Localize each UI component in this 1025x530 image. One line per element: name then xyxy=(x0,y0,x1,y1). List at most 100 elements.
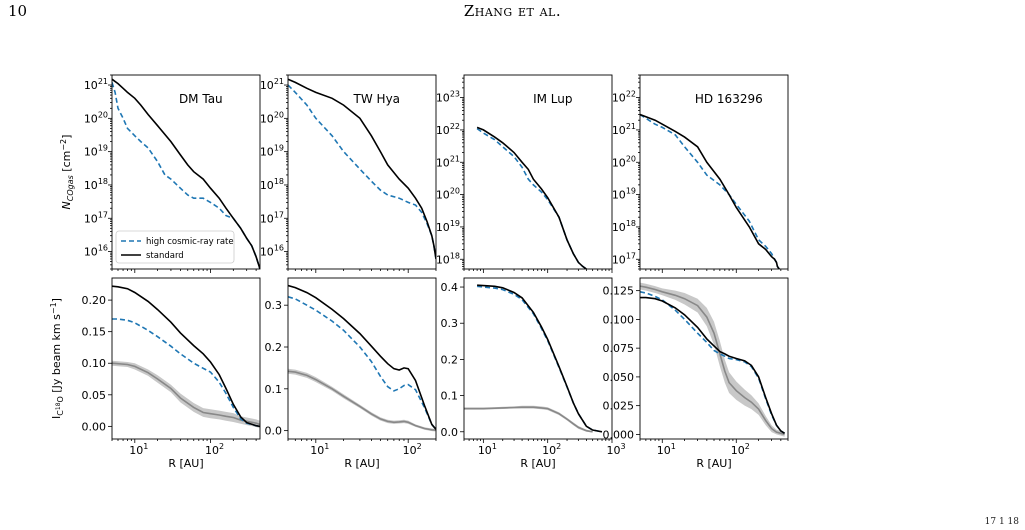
panel-top-0: 1016 1017 1018 1019 1020 1021 DM Tau NCOgas [cm… xyxy=(59,74,261,273)
high-cr-line xyxy=(476,127,587,269)
x-tick-label: 102 xyxy=(205,442,224,457)
x-tick-label: 101 xyxy=(310,442,329,457)
y-tick-label: 1020 xyxy=(84,110,108,125)
x-tick-label: 102 xyxy=(542,442,561,457)
y-tick-label: 1017 xyxy=(612,251,636,266)
y-tick-label: 0.1 xyxy=(441,390,459,403)
x-axis-label: R [AU] xyxy=(696,457,731,470)
y-tick-label: 0.20 xyxy=(82,294,107,307)
plot-area xyxy=(640,113,780,269)
obs-error-band xyxy=(112,360,260,429)
panel-top-2: 1018 1019 1020 1021 1022 1023 IM Lup xyxy=(436,74,613,273)
obs-line xyxy=(640,285,785,436)
y-tick-label: 1018 xyxy=(84,177,108,192)
legend-label-standard: standard xyxy=(146,251,184,261)
legend: high cosmic-ray rate standard xyxy=(115,230,235,264)
high-cr-line xyxy=(288,296,436,430)
y-axis-label-bottom: IC18O [Jy beam km s−1] xyxy=(49,298,65,419)
y-tick-label: 1023 xyxy=(436,90,460,105)
y-tick-label: 1019 xyxy=(260,144,284,159)
x-tick-label: 101 xyxy=(478,442,497,457)
legend-box xyxy=(115,230,235,264)
y-tick-label: 1018 xyxy=(436,251,460,266)
target-label: TW Hya xyxy=(353,92,401,106)
legend-label-high-cr: high cosmic-ray rate xyxy=(146,237,234,247)
obs-error-band xyxy=(464,405,593,433)
target-label: DM Tau xyxy=(179,92,223,106)
y-tick-label: 1021 xyxy=(84,77,108,92)
page-number: 10 xyxy=(8,2,28,20)
x-axis-label: R [AU] xyxy=(168,457,203,470)
target-label: HD 163296 xyxy=(695,92,763,106)
y-tick-label: 0.125 xyxy=(603,285,635,298)
y-tick-label: 0.100 xyxy=(603,313,635,326)
y-tick-label: 0.3 xyxy=(441,317,459,330)
x-tick-label: 101 xyxy=(657,442,676,457)
y-tick-label: 0.000 xyxy=(603,428,635,441)
y-tick-label: 1016 xyxy=(260,244,284,259)
y-tick-label: 0.3 xyxy=(265,299,283,312)
y-tick-label: 0.0 xyxy=(265,425,283,438)
high-cr-line xyxy=(640,113,780,269)
y-axis-label-top: NCOgas [cm−2] xyxy=(59,135,75,210)
high-cr-line xyxy=(288,84,436,260)
high-cr-line xyxy=(112,318,260,428)
obs-line xyxy=(288,370,436,431)
y-tick-label: 1017 xyxy=(260,210,284,225)
y-tick-label: 1021 xyxy=(612,122,636,137)
x-tick-label: 103 xyxy=(606,442,625,457)
plot-area xyxy=(476,126,587,269)
y-tick-label: 0.0 xyxy=(441,426,459,439)
standard-line xyxy=(112,285,260,428)
x-axis-label: R [AU] xyxy=(520,457,555,470)
y-tick-label: 1017 xyxy=(84,210,108,225)
axes-frame xyxy=(463,277,613,440)
plot-area xyxy=(288,78,436,260)
y-tick-label: 0.00 xyxy=(82,420,107,433)
y-tick-label: 0.10 xyxy=(82,357,107,370)
plot-area xyxy=(112,78,260,269)
x-tick-label: 101 xyxy=(129,442,148,457)
standard-line xyxy=(288,284,436,430)
panel-bottom-1: 101 102 R [AU] 0.0 0.1 0.2 0.3 xyxy=(265,277,437,470)
y-tick-label: 0.1 xyxy=(265,383,283,396)
standard-line xyxy=(288,78,436,260)
target-label: IM Lup xyxy=(533,92,572,106)
high-cr-line xyxy=(477,285,603,433)
standard-line xyxy=(112,78,260,269)
y-tick-label: 1020 xyxy=(436,187,460,202)
plot-area xyxy=(464,284,603,433)
y-tick-label: 0.15 xyxy=(82,326,107,339)
standard-line xyxy=(640,296,786,434)
y-tick-label: 0.075 xyxy=(603,342,635,355)
y-tick-label: 0.4 xyxy=(441,281,459,294)
running-header: Zhang et al. xyxy=(463,2,562,20)
plot-area xyxy=(640,282,786,437)
y-tick-label: 0.2 xyxy=(441,353,459,366)
standard-line xyxy=(640,113,780,269)
obs-error-band xyxy=(640,282,785,437)
obs-line xyxy=(464,406,593,433)
caption-fragment: 17 1 18 xyxy=(984,517,1019,527)
y-tick-label: 0.050 xyxy=(603,371,635,384)
plot-area xyxy=(112,285,260,429)
x-tick-label: 102 xyxy=(403,442,422,457)
panel-top-1: 1016 1017 1018 1019 1020 1021 TW Hya xyxy=(260,74,437,273)
standard-line xyxy=(477,284,603,433)
y-tick-label: 1019 xyxy=(436,219,460,234)
x-axis-label: R [AU] xyxy=(344,457,379,470)
panel-top-3: 1017 1018 1019 1020 1021 1022 HD 163296 xyxy=(612,74,789,273)
y-tick-label: 1019 xyxy=(612,187,636,202)
axes-frame xyxy=(111,277,261,440)
y-tick-label: 1020 xyxy=(612,154,636,169)
axes-frame xyxy=(287,74,437,270)
standard-line xyxy=(476,126,587,269)
y-tick-label: 1018 xyxy=(260,177,284,192)
axes-frame xyxy=(111,74,261,270)
axes-frame xyxy=(639,277,789,440)
y-tick-label: 1016 xyxy=(84,244,108,259)
y-tick-label: 1021 xyxy=(436,154,460,169)
x-tick-label: 102 xyxy=(731,442,750,457)
